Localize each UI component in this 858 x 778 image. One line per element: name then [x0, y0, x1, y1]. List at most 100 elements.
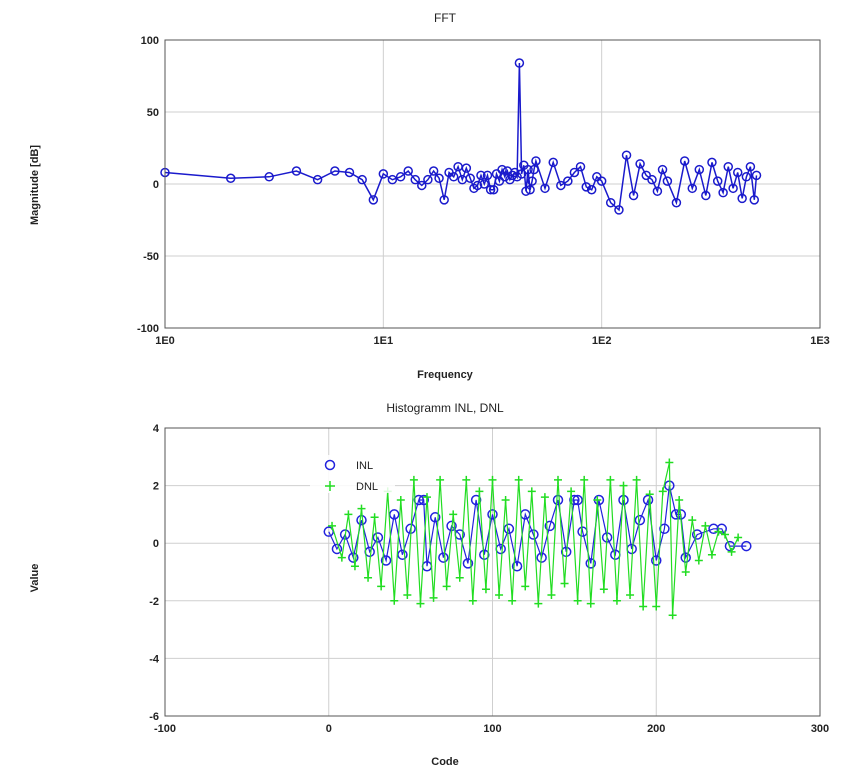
dnl-data-point — [495, 591, 504, 600]
dnl-data-point — [675, 496, 684, 504]
fft-data-point — [488, 185, 499, 195]
fft-data-point — [540, 183, 550, 194]
histogram-tick-labels: -100 0 100 200 300 4 2 0 -2 -4 -6 — [149, 423, 829, 735]
dnl-data-point — [328, 521, 337, 530]
histogram-y-tick-label: -6 — [149, 711, 159, 723]
histogram-y-tick-label: -4 — [149, 653, 160, 665]
fft-data-point — [291, 166, 302, 176]
fft-data-point — [531, 156, 541, 166]
fft-x-axis-label: Frequency — [417, 369, 474, 381]
inl-data-point — [572, 494, 583, 506]
fft-data-point — [712, 176, 723, 186]
inl-data-point — [503, 523, 515, 535]
dnl-data-point — [606, 475, 615, 484]
fft-data-point — [417, 180, 427, 191]
fft-data-point — [563, 176, 573, 186]
fft-data-point — [523, 164, 533, 175]
dnl-data-point — [721, 530, 730, 539]
histogram-plot-frame — [164, 427, 821, 717]
fft-data-point — [657, 164, 668, 175]
fft-data-point — [621, 150, 632, 160]
histogram-grid — [164, 427, 821, 717]
inl-data-point — [397, 549, 408, 560]
fft-data-point — [548, 157, 558, 168]
fft-tick-labels: 1E0 1E1 1E2 1E3 100 50 0 -50 -100 — [137, 35, 830, 347]
dnl-data-point — [665, 458, 674, 467]
inl-data-point — [372, 532, 384, 543]
fft-data-point — [586, 185, 597, 195]
fft-data-point — [368, 195, 379, 205]
inl-data-point — [413, 494, 425, 506]
histogram-x-tick-label: -100 — [154, 723, 176, 735]
dnl-data-point — [337, 553, 346, 562]
fft-data-point — [225, 173, 236, 183]
dnl-data-point — [396, 496, 405, 504]
fft-data-point — [527, 176, 537, 186]
dnl-data-point — [586, 599, 595, 608]
dnl-data-point — [694, 556, 703, 565]
histogram-y-tick-label: 0 — [153, 538, 159, 550]
fft-data-point — [482, 170, 493, 181]
dnl-data-point — [707, 550, 716, 559]
dnl-data-point — [449, 510, 458, 519]
dnl-data-point — [488, 475, 497, 484]
histogram-chart: Histogramm INL, DNL Code Value -100 0 100 2… — [29, 401, 829, 768]
dnl-data-point — [436, 475, 445, 484]
fft-data-point — [701, 190, 711, 201]
fft-data-point — [395, 172, 406, 182]
fft-data-point — [448, 172, 459, 182]
dnl-data-point — [580, 475, 589, 484]
dnl-data-point — [442, 582, 451, 591]
dnl-data-point — [468, 596, 477, 605]
fft-data-point — [569, 167, 580, 178]
fft-data-point — [485, 185, 496, 195]
dnl-data-point — [501, 496, 510, 504]
fft-data-point — [628, 190, 639, 201]
inl-data-point — [741, 540, 752, 552]
dnl-data-point — [688, 516, 697, 525]
fft-data-point — [694, 164, 705, 175]
inl-data-point — [470, 494, 482, 506]
dnl-data-point — [527, 487, 536, 496]
fft-data-point — [745, 161, 756, 172]
fft-data-point — [357, 174, 367, 185]
dnl-data-point — [626, 591, 635, 600]
fft-x-tick-label: 1E1 — [374, 335, 394, 347]
fft-data-point — [647, 174, 657, 185]
fft-data-point — [556, 180, 566, 191]
inl-data-point — [462, 558, 474, 569]
fft-data-point — [378, 169, 389, 179]
inl-series-line — [328, 485, 747, 567]
dnl-data-point — [612, 596, 621, 605]
histogram-y-tick-label: -2 — [149, 596, 159, 608]
inl-data-point — [651, 555, 662, 566]
fft-y-axis-label: Magnitude [dB] — [29, 145, 41, 225]
fft-data-point — [671, 197, 682, 208]
histogram-x-axis-label: Code — [431, 756, 459, 768]
dnl-data-point — [714, 527, 723, 536]
inl-data-point — [429, 512, 441, 523]
fft-data-point — [723, 161, 734, 172]
fft-data-point — [521, 186, 531, 196]
dnl-data-point — [727, 547, 736, 556]
dnl-data-point — [481, 585, 490, 594]
fft-data-point — [516, 169, 527, 179]
fft-data-point — [662, 176, 673, 186]
dnl-data-point — [357, 504, 366, 513]
fft-data-point — [718, 187, 728, 198]
fft-data-point — [410, 174, 420, 185]
dnl-data-point — [455, 573, 464, 582]
legend-background — [310, 455, 395, 493]
fft-data-point — [732, 167, 743, 178]
dnl-data-point — [508, 596, 517, 605]
fft-data-point — [461, 163, 472, 173]
inl-data-point — [659, 523, 670, 535]
histogram-x-tick-label: 100 — [483, 723, 501, 735]
fft-data-point — [387, 174, 398, 185]
dnl-data-point — [547, 591, 556, 600]
dnl-data-point — [567, 487, 576, 496]
inl-data-point — [544, 520, 556, 532]
inl-data-point — [331, 543, 343, 555]
inl-data-point — [389, 509, 400, 520]
